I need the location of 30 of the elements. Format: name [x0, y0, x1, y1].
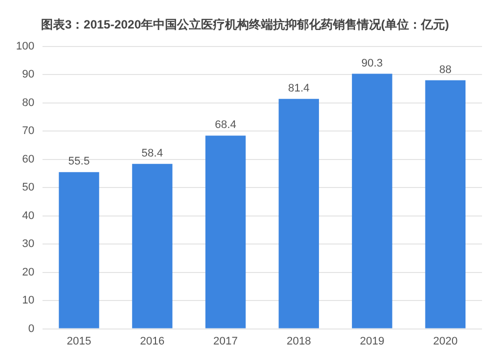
y-tick-label: 90: [22, 68, 34, 81]
data-label: 90.3: [361, 57, 383, 70]
y-tick-label: 40: [22, 210, 34, 222]
y-tick-label: 50: [22, 182, 34, 194]
bar: [205, 136, 246, 328]
bar: [352, 74, 392, 328]
data-label: 55.5: [68, 156, 90, 168]
bar: [278, 98, 319, 328]
y-tick-label: 10: [22, 294, 34, 307]
x-tick-label: 2018: [286, 335, 312, 348]
data-label: 81.4: [288, 82, 310, 94]
chart-title: 图表3：2015-2020年中国公立医疗机构终端抗抑郁化药销售情况(单位：亿元): [40, 18, 450, 32]
x-tick-label: 2017: [213, 335, 238, 348]
y-tick-label: 30: [22, 238, 34, 250]
x-tick-label: 2020: [433, 335, 458, 348]
x-tick-label: 2015: [66, 335, 92, 348]
bar: [425, 80, 466, 328]
y-tick-label: 70: [22, 125, 34, 138]
y-tick-label: 60: [22, 153, 34, 166]
bar: [58, 172, 100, 328]
data-label: 58.4: [142, 147, 163, 160]
bar: [132, 164, 172, 328]
x-tick-label: 2019: [360, 335, 384, 348]
y-tick-label: 100: [16, 40, 34, 52]
y-tick-label: 80: [22, 96, 34, 109]
data-label: 88: [439, 64, 452, 76]
x-tick-label: 2016: [140, 335, 165, 348]
y-tick-label: 0: [28, 322, 34, 335]
y-tick-label: 20: [22, 266, 34, 278]
data-label: 68.4: [214, 119, 236, 132]
